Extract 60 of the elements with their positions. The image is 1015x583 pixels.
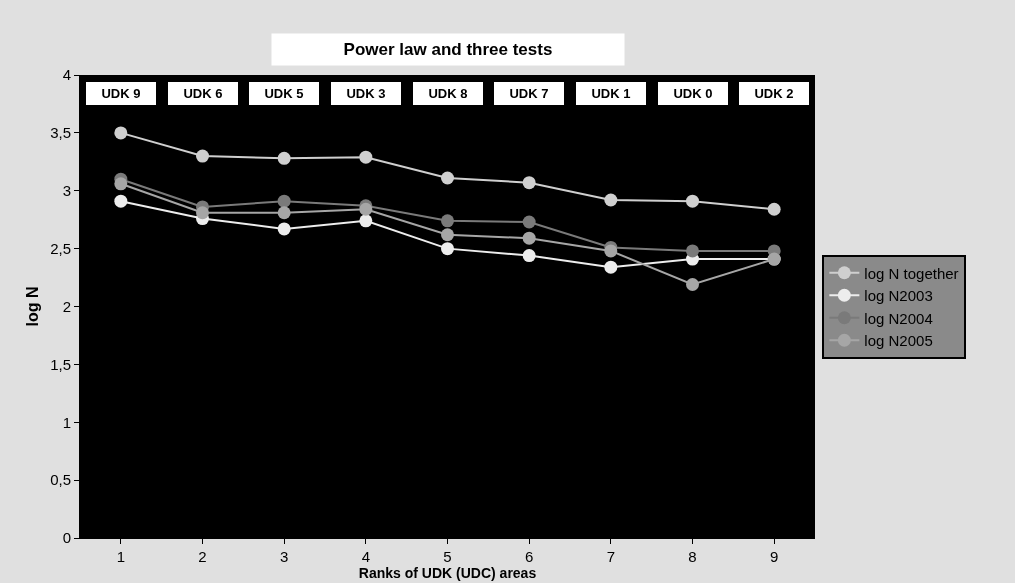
point xyxy=(441,242,454,256)
point xyxy=(114,194,128,208)
point xyxy=(277,222,291,236)
y-tick-label: 2,5 xyxy=(50,239,71,257)
annotation: UDK 8 xyxy=(428,86,468,101)
annotation: UDK 7 xyxy=(509,86,549,101)
point xyxy=(114,177,128,191)
point xyxy=(686,244,699,258)
annotation: UDK 0 xyxy=(673,86,713,101)
point xyxy=(441,228,454,242)
x-tick-label: 4 xyxy=(361,548,370,565)
x-tick-label: 3 xyxy=(280,548,289,565)
annotation: UDK 1 xyxy=(591,86,631,101)
x-tick-label: 6 xyxy=(525,548,534,565)
x-tick-label: 5 xyxy=(443,548,452,565)
annotation: UDK 9 xyxy=(101,86,141,101)
chart-title: Power law and three tests xyxy=(343,40,553,59)
y-axis-title: log N xyxy=(24,286,41,327)
point xyxy=(767,202,781,216)
legend-label: log N2003 xyxy=(864,287,933,305)
point xyxy=(522,215,536,229)
x-tick-label: 8 xyxy=(688,548,697,565)
point xyxy=(604,244,618,258)
annotation: UDK 5 xyxy=(264,86,304,101)
point xyxy=(441,171,454,185)
point xyxy=(196,206,209,220)
annotation: UDK 6 xyxy=(183,86,223,101)
point xyxy=(604,260,618,274)
point xyxy=(522,249,536,263)
x-tick-label: 9 xyxy=(770,548,779,565)
annotation: UDK 2 xyxy=(754,86,794,101)
x-tick-label: 2 xyxy=(198,548,207,565)
point xyxy=(522,176,536,190)
point xyxy=(522,231,536,245)
y-tick-label: 0,5 xyxy=(50,471,71,489)
point xyxy=(686,194,699,208)
y-tick-label: 4 xyxy=(62,66,71,84)
legend-label: log N2004 xyxy=(864,309,933,327)
point xyxy=(277,151,291,165)
point xyxy=(359,214,373,228)
legend-label: log N2005 xyxy=(864,332,933,350)
point xyxy=(277,206,291,220)
y-tick-label: 1 xyxy=(62,413,71,431)
x-tick-label: 7 xyxy=(606,548,615,565)
point xyxy=(686,278,699,291)
y-tick-label: 3,5 xyxy=(50,124,71,142)
point xyxy=(359,150,373,164)
x-tick-label: 1 xyxy=(116,548,125,565)
point xyxy=(441,214,454,228)
y-tick-label: 3 xyxy=(62,182,71,199)
legend-label: log N together xyxy=(864,264,959,282)
point xyxy=(277,194,291,208)
x-axis-title: Ranks of UDK (UDC) areas xyxy=(358,565,537,582)
y-tick-label: 0 xyxy=(62,529,71,547)
y-tick-label: 2 xyxy=(62,297,71,315)
point xyxy=(196,149,209,163)
y-tick-label: 1,5 xyxy=(50,355,71,373)
annotation: UDK 3 xyxy=(346,86,386,101)
point xyxy=(604,193,618,207)
point xyxy=(114,126,128,140)
